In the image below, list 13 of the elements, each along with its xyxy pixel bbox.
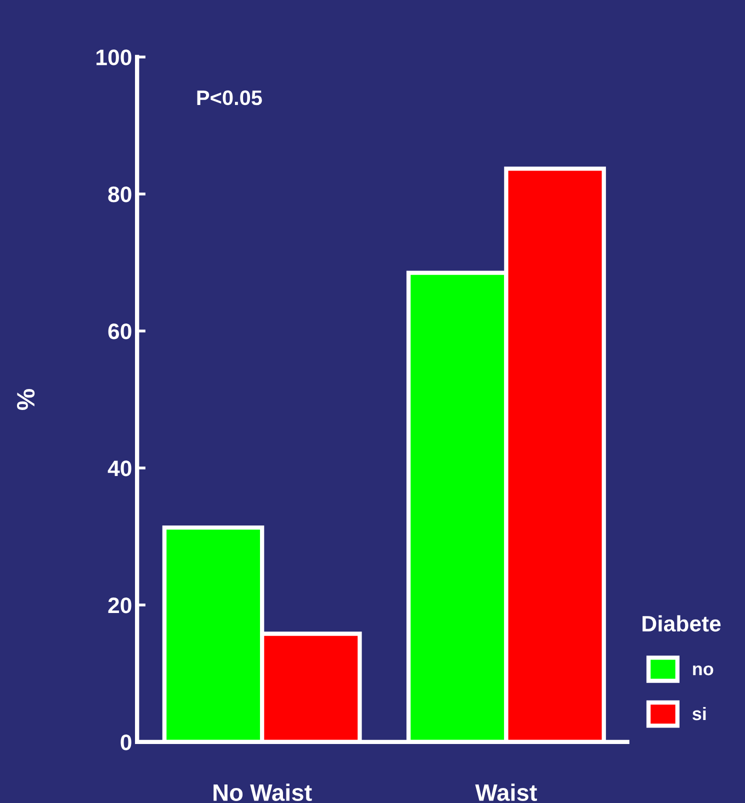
y-tick-label: 60 [108,324,132,340]
y-axis-title: % [17,389,35,410]
x-tick-label: No Waist [214,784,312,801]
y-tick-label: 0 [120,734,132,750]
y-tick-label: 80 [108,186,132,202]
legend-title: Diabete [642,615,721,632]
y-tick-label: 20 [108,598,132,614]
x-tick-label: Waist [475,784,537,801]
legend-label: no [693,665,714,676]
annotation: P<0.05 [197,90,262,106]
y-tick-label: 100 [96,50,132,66]
y-tick-label: 40 [108,460,132,476]
legend-label: si [692,706,706,720]
